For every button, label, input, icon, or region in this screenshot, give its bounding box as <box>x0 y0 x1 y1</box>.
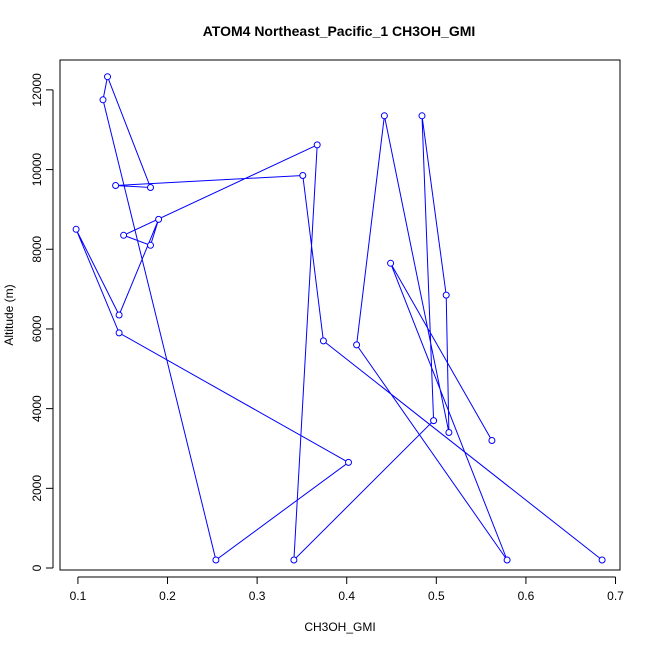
y-axis: 0 2000 4000 6000 8000 10000 12000 <box>30 73 54 571</box>
data-point <box>598 556 606 564</box>
data-point <box>353 341 361 349</box>
y-axis-label: Altitude (m) <box>2 284 16 345</box>
data-point <box>290 556 298 564</box>
x-tick-label: 0.6 <box>518 589 535 603</box>
data-point <box>442 291 450 299</box>
data-point <box>430 417 438 425</box>
data-point <box>380 112 388 120</box>
data-point <box>115 311 123 319</box>
x-axis-label: CH3OH_GMI <box>304 620 375 634</box>
series-layer <box>72 73 606 564</box>
data-point <box>104 73 111 81</box>
data-point <box>445 429 453 436</box>
y-tick-label: 0 <box>30 564 44 571</box>
data-point <box>120 231 128 239</box>
x-tick-label: 0.2 <box>159 589 176 603</box>
data-point <box>147 241 154 249</box>
y-tick-label: 8000 <box>30 236 44 263</box>
x-tick-label: 0.3 <box>249 589 266 603</box>
data-point <box>503 556 511 564</box>
data-point <box>418 112 426 120</box>
y-tick-label: 4000 <box>30 395 44 422</box>
data-point <box>147 184 154 191</box>
y-tick-label: 6000 <box>30 315 44 342</box>
data-point <box>387 259 395 267</box>
data-point <box>99 96 107 104</box>
y-tick-label: 12000 <box>30 73 44 107</box>
y-tick-label: 2000 <box>30 475 44 502</box>
chart-title: ATOM4 Northeast_Pacific_1 CH3OH_GMI <box>203 23 476 39</box>
series-line <box>75 74 603 562</box>
data-point <box>155 215 163 223</box>
x-tick-label: 0.5 <box>428 589 445 603</box>
plot-frame <box>59 59 621 571</box>
data-point <box>345 458 352 466</box>
x-axis: 0.1 0.2 0.3 0.4 0.5 0.6 0.7 <box>70 576 624 603</box>
data-point <box>319 337 327 345</box>
data-point <box>212 556 220 564</box>
data-point <box>488 437 496 444</box>
x-tick-label: 0.4 <box>338 589 355 603</box>
x-tick-label: 0.7 <box>607 589 624 603</box>
y-tick-label: 10000 <box>30 153 44 187</box>
x-tick-label: 0.1 <box>70 589 87 603</box>
data-point <box>72 225 80 233</box>
data-point <box>112 182 120 189</box>
data-point <box>115 329 123 337</box>
data-point <box>299 172 307 179</box>
data-point <box>313 141 321 149</box>
